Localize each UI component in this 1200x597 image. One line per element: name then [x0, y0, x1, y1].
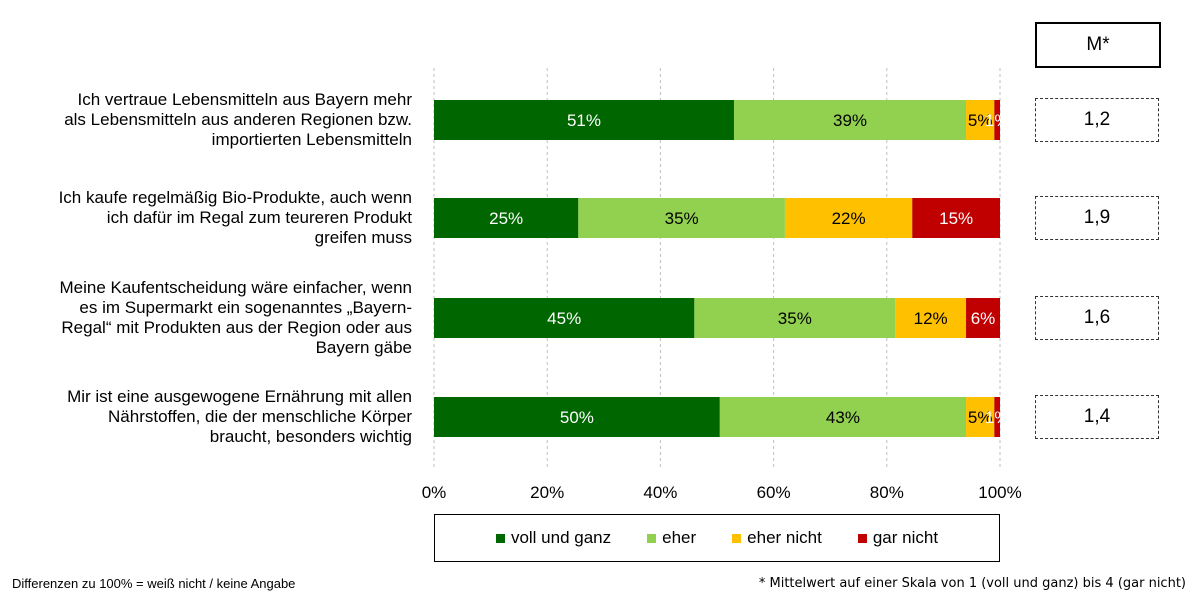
category-label-line: importierten Lebensmitteln	[211, 130, 412, 149]
bar-segment	[434, 100, 734, 140]
x-tick-label: 0%	[422, 483, 447, 502]
bar-data-label: 1%	[985, 408, 1010, 427]
category-label-line: ich dafür im Regal zum teureren Produkt	[106, 208, 412, 227]
mean-header: M*	[1035, 22, 1161, 68]
category-label-line: es im Supermarkt ein sogenanntes „Bayern…	[79, 298, 412, 317]
bar-data-label: 51%	[567, 111, 601, 130]
legend-item: gar nicht	[857, 528, 939, 548]
legend-swatch	[495, 533, 505, 543]
category-label: Meine Kaufentscheidung wäre einfacher, w…	[22, 278, 412, 358]
bar-data-label: 50%	[560, 408, 594, 427]
footnote-left: Differenzen zu 100% = weiß nicht / keine…	[12, 576, 296, 591]
category-label: Mir ist eine ausgewogene Ernährung mit a…	[22, 387, 412, 447]
x-tick-label: 40%	[643, 483, 677, 502]
legend-swatch	[647, 533, 657, 543]
bar-data-label: 35%	[778, 309, 812, 328]
legend-swatch	[732, 533, 742, 543]
bar-segment	[694, 298, 896, 338]
bar-data-label: 39%	[833, 111, 867, 130]
legend-swatch	[857, 533, 867, 543]
bar-data-label: 25%	[489, 209, 523, 228]
mean-value-box: 1,6	[1035, 296, 1159, 340]
legend-label: eher	[662, 528, 697, 547]
bar-segment	[784, 198, 913, 238]
legend-item: eher nicht	[732, 528, 822, 548]
bar-data-label: 12%	[914, 309, 948, 328]
category-label-line: als Lebensmitteln aus anderen Regionen b…	[64, 110, 412, 129]
legend-item: voll und ganz	[495, 528, 612, 548]
bar-data-label: 43%	[826, 408, 860, 427]
bar-data-label: 15%	[939, 209, 973, 228]
bar-data-label: 1%	[985, 111, 1010, 130]
category-label-line: Mir ist eine ausgewogene Ernährung mit a…	[67, 387, 412, 406]
bar-segment	[895, 298, 967, 338]
bar-data-label: 5%	[968, 111, 993, 130]
bar-segment	[733, 100, 967, 140]
chart-legend: voll und ganz eher eher nicht gar nicht	[434, 514, 1000, 562]
bar-segment	[434, 198, 579, 238]
bar-segment	[966, 298, 1000, 338]
bar-data-label: 22%	[832, 209, 866, 228]
mean-value-box: 1,2	[1035, 98, 1159, 142]
category-label-line: Ich kaufe regelmäßig Bio-Produkte, auch …	[58, 188, 412, 207]
x-tick-label: 80%	[870, 483, 904, 502]
bar-segment	[994, 100, 1000, 140]
category-label-line: Meine Kaufentscheidung wäre einfacher, w…	[59, 278, 412, 297]
bar-segment	[578, 198, 785, 238]
bar-data-label: 35%	[665, 209, 699, 228]
x-tick-label: 60%	[757, 483, 791, 502]
bar-segment	[994, 397, 1000, 437]
category-label-line: Nährstoffen, die der menschliche Körper	[108, 407, 412, 426]
footnote-right: * Mittelwert auf einer Skala von 1 (voll…	[758, 576, 1186, 591]
category-label: Ich vertraue Lebensmitteln aus Bayern me…	[22, 90, 412, 150]
bar-data-label: 6%	[971, 309, 996, 328]
x-tick-label: 100%	[978, 483, 1021, 502]
category-label-line: greifen muss	[314, 228, 412, 247]
mean-value-box: 1,9	[1035, 196, 1159, 240]
legend-item: eher	[647, 528, 696, 548]
legend-label: eher nicht	[747, 528, 822, 547]
mean-value-box: 1,4	[1035, 395, 1159, 439]
category-label-line: Regal“ mit Produkten aus der Region oder…	[61, 318, 412, 337]
category-label-line: braucht, besonders wichtig	[209, 427, 412, 446]
bar-data-label: 5%	[968, 408, 993, 427]
bar-data-label: 45%	[547, 309, 581, 328]
bar-segment	[966, 100, 995, 140]
bar-segment	[912, 198, 1000, 238]
x-tick-label: 20%	[530, 483, 564, 502]
legend-label: voll und ganz	[510, 528, 612, 547]
category-label: Ich kaufe regelmäßig Bio-Produkte, auch …	[22, 188, 412, 248]
bar-segment	[434, 298, 695, 338]
bar-segment	[966, 397, 995, 437]
bar-segment	[434, 397, 720, 437]
category-label-line: Ich vertraue Lebensmitteln aus Bayern me…	[77, 90, 412, 109]
category-label-line: Bayern gäbe	[315, 338, 412, 357]
legend-label: gar nicht	[872, 528, 939, 547]
bar-segment	[719, 397, 967, 437]
